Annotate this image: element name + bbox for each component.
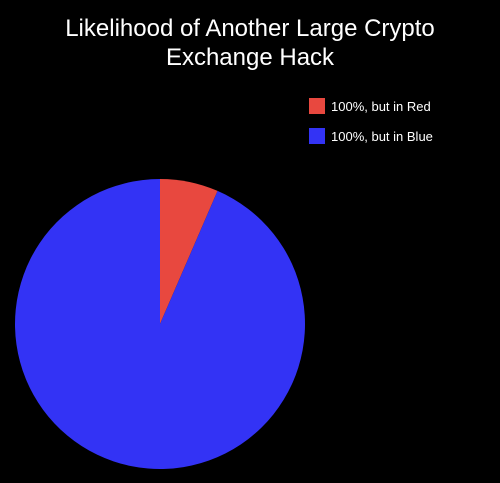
chart-title-line-1: Likelihood of Another Large Crypto — [65, 15, 435, 42]
pie-slice-red — [160, 179, 218, 324]
legend-item-blue: 100%, but in Blue — [309, 127, 433, 145]
legend-swatch-blue — [309, 128, 325, 144]
chart-legend: 100%, but in Red 100%, but in Blue — [309, 97, 433, 157]
pie-slices — [14, 179, 306, 469]
chart-title-line-2: Exchange Hack — [165, 44, 335, 71]
legend-label-blue: 100%, but in Blue — [331, 128, 433, 144]
pie-slice-blue — [14, 179, 306, 469]
chart-title: Likelihood of Another Large Crypto Excha… — [0, 14, 500, 72]
legend-label-red: 100%, but in Red — [331, 98, 431, 114]
legend-item-red: 100%, but in Red — [309, 97, 433, 115]
legend-swatch-red — [309, 98, 325, 114]
